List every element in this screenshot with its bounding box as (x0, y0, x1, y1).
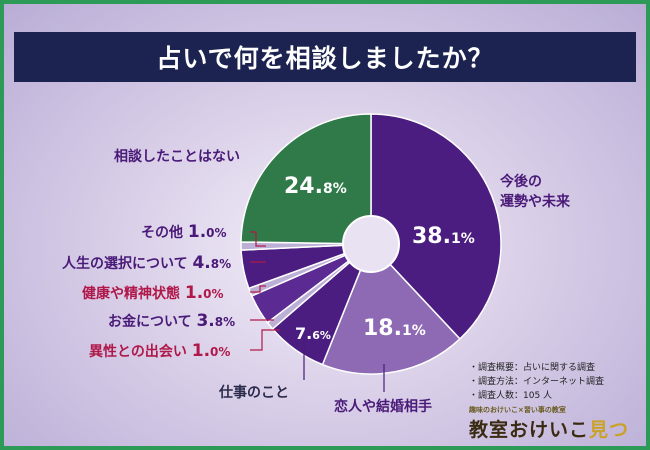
pct-never-int: 24. (284, 174, 323, 199)
leader-line-health (250, 285, 266, 293)
logo-tagline: 趣味のおけいこ×習い事の教室 (469, 406, 566, 414)
leader-line-other (250, 231, 266, 247)
pct-partner: 18.1% (363, 316, 426, 341)
label-encounter: 異性との出会い 1.0% (89, 341, 230, 361)
label-health-name: 健康や精神状態 (82, 286, 180, 302)
logo-wordmark: 教室おけいこ見つけ隊 (469, 415, 646, 446)
label-money-dec: 8% (214, 315, 236, 329)
label-other-int: 1. (187, 222, 207, 242)
survey-line-overview: 調査概要：占いに関する調査 (469, 361, 604, 375)
label-work: 仕事のこと (219, 382, 289, 402)
label-future-text: 今後の 運勢や未来 (500, 174, 570, 210)
pct-work-dec: 6% (312, 329, 331, 342)
label-life-choice-name: 人生の選択について (62, 256, 188, 272)
pct-future-int: 38. (412, 224, 451, 249)
page-title: 占いで何を相談しましたか？ (14, 32, 636, 82)
label-encounter-name: 異性との出会い (89, 344, 187, 360)
pct-partner-dec: 1% (401, 323, 426, 339)
pct-work-int: 7. (295, 324, 313, 343)
label-health-int: 1. (184, 283, 204, 303)
survey-line-count: 調査人数：105 人 (469, 389, 604, 403)
pie-chart (240, 113, 502, 392)
survey-info: 調査概要：占いに関する調査 調査方法：インターネット調査 調査人数：105 人 (469, 361, 604, 403)
label-work-text: 仕事のこと (219, 385, 289, 401)
label-never-text: 相談したことはない (114, 149, 240, 165)
label-life-choice: 人生の選択について 4.8% (62, 253, 231, 273)
label-money-int: 3. (196, 311, 215, 331)
pct-partner-int: 18. (363, 316, 402, 341)
label-future: 今後の 運勢や未来 (500, 172, 570, 212)
label-partner-text: 恋人や結婚相手 (334, 399, 432, 415)
label-encounter-dec: 0% (210, 345, 231, 359)
pct-future: 38.1% (412, 224, 475, 249)
brand-logo: 趣味のおけいこ×習い事の教室 教室おけいこ見つけ隊 (469, 405, 646, 446)
label-never: 相談したことはない (114, 146, 240, 166)
pct-never-dec: 8% (322, 181, 347, 197)
label-other-name: その他 (141, 225, 183, 241)
logo-wordmark-b: 見つけ隊 (589, 419, 630, 441)
label-other-dec: 0% (206, 226, 227, 240)
logo-wordmark-a: 教室おけいこ (469, 419, 590, 441)
label-life-choice-dec: 8% (210, 257, 232, 271)
pct-never: 24.8% (284, 174, 347, 199)
label-health: 健康や精神状態 1.0% (82, 283, 224, 303)
pie-slice-9 (240, 113, 372, 245)
pie-slice-2 (321, 242, 461, 375)
survey-line-method: 調査方法：インターネット調査 (469, 375, 604, 389)
leader-line-encounter (250, 329, 280, 351)
pct-future-dec: 1% (450, 231, 475, 247)
label-encounter-int: 1. (191, 341, 211, 361)
label-other: その他 1.0% (141, 222, 227, 242)
label-health-dec: 0% (203, 287, 224, 301)
label-life-choice-int: 4. (192, 253, 211, 273)
pct-work: 7.6% (295, 324, 331, 343)
label-money-name: お金について (108, 314, 192, 330)
label-money: お金について 3.8% (108, 311, 235, 331)
pie-center-hole (342, 215, 400, 273)
label-partner: 恋人や結婚相手 (334, 396, 432, 416)
pie-slice-1 (370, 113, 502, 340)
